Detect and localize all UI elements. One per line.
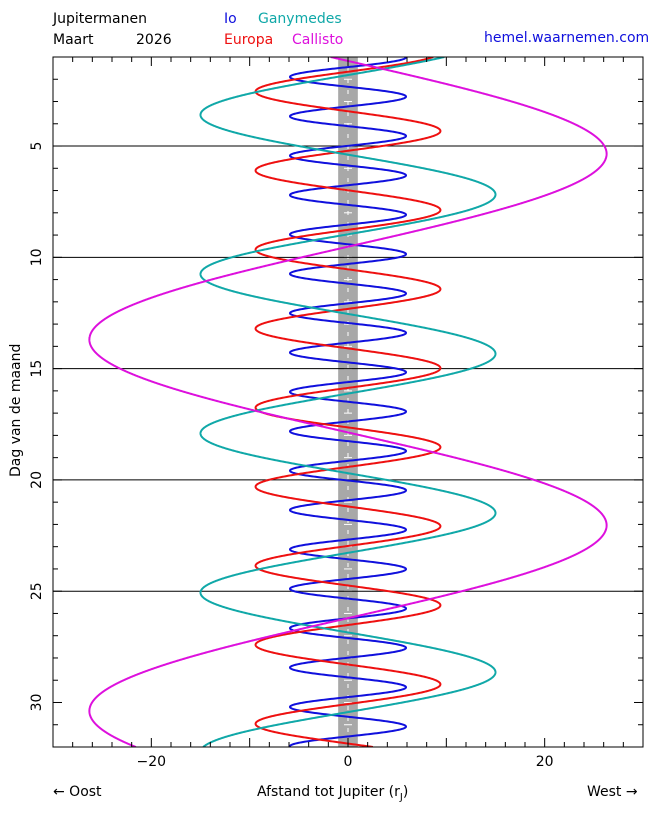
x-axis-label-main: Afstand tot Jupiter (r xyxy=(257,784,400,800)
x-axis-label: Afstand tot Jupiter (rJ) xyxy=(257,785,408,803)
chart-title: Jupitermanen xyxy=(53,11,147,27)
legend-callisto: Callisto xyxy=(292,32,344,48)
legend-io: Io xyxy=(224,11,237,27)
y-tick-label: 25 xyxy=(29,582,45,600)
x-tick-label: −20 xyxy=(137,754,167,770)
legend-europa: Europa xyxy=(224,32,274,48)
west-label: West → xyxy=(587,784,638,800)
legend-ganymedes: Ganymedes xyxy=(258,11,342,27)
y-tick-label: 15 xyxy=(29,360,45,378)
x-axis-label-sub: J xyxy=(399,791,403,803)
series-europa-line xyxy=(254,57,442,747)
y-tick-label: 5 xyxy=(29,142,45,151)
x-tick-label: 20 xyxy=(536,754,554,770)
y-tick-label: 10 xyxy=(29,248,45,266)
x-axis-label-end: ) xyxy=(402,784,409,800)
x-tick-label: 0 xyxy=(344,754,353,770)
series-callisto-line xyxy=(88,57,608,747)
east-label: ← Oost xyxy=(53,784,102,800)
year-label: 2026 xyxy=(136,32,172,48)
y-tick-label: 20 xyxy=(29,471,45,489)
site-link[interactable]: hemel.waarnemen.com xyxy=(484,30,650,46)
y-tick-label: 30 xyxy=(29,694,45,712)
y-axis-label: Dag van de maand xyxy=(8,343,24,477)
series-ganymedes-line xyxy=(199,57,497,747)
month-label: Maart xyxy=(53,32,94,48)
